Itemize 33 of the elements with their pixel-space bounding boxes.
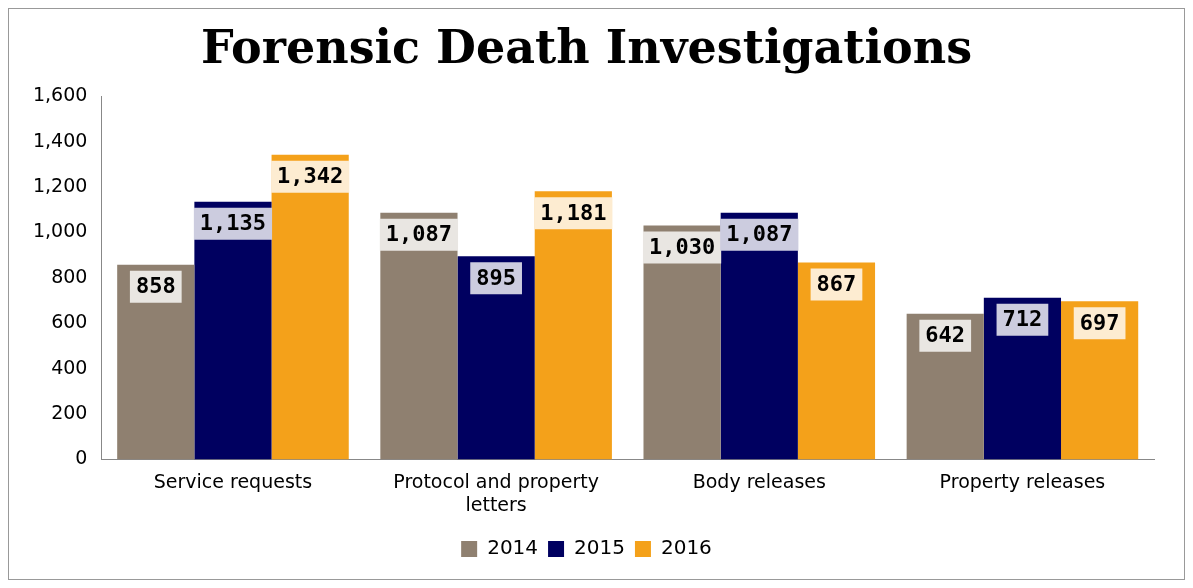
- y-tick-label: 0: [75, 446, 88, 469]
- y-tick-label: 400: [51, 355, 88, 378]
- legend-label: 2015: [574, 535, 625, 560]
- y-tick-label: 1,200: [32, 173, 88, 196]
- x-tick-label: Property releases: [939, 469, 1106, 492]
- x-tick-label: Protocol and property letters: [393, 469, 599, 515]
- data-label: 712: [1002, 306, 1043, 332]
- bar: [797, 262, 876, 460]
- data-label: 1,087: [726, 221, 793, 247]
- data-label: 697: [1079, 309, 1120, 335]
- y-tick-label: 1,400: [32, 128, 88, 151]
- y-tick-label: 1,600: [32, 83, 88, 106]
- y-tick-label: 1,000: [32, 219, 88, 242]
- data-label: 1,135: [199, 210, 267, 236]
- data-label: 867: [816, 271, 857, 297]
- bar: [117, 264, 195, 460]
- data-label: 642: [925, 322, 966, 348]
- x-tick-label: Body releases: [692, 469, 826, 492]
- bar: [457, 256, 535, 460]
- data-label: 895: [476, 264, 516, 290]
- data-label: 1,087: [385, 221, 453, 247]
- x-tick-label: Service requests: [153, 469, 313, 492]
- y-tick-label: 800: [51, 264, 88, 287]
- bar: [983, 297, 1062, 460]
- data-label: 858: [135, 273, 176, 299]
- y-tick-label: 600: [51, 310, 88, 333]
- y-tick-label: 200: [51, 400, 88, 423]
- data-label: 1,342: [277, 163, 344, 189]
- legend-label: 2016: [660, 535, 712, 560]
- data-label: 1,181: [540, 200, 607, 226]
- legend-label: 2014: [487, 535, 539, 560]
- data-label: 1,030: [648, 234, 716, 260]
- chart-title: Forensic Death Investigations: [200, 19, 973, 74]
